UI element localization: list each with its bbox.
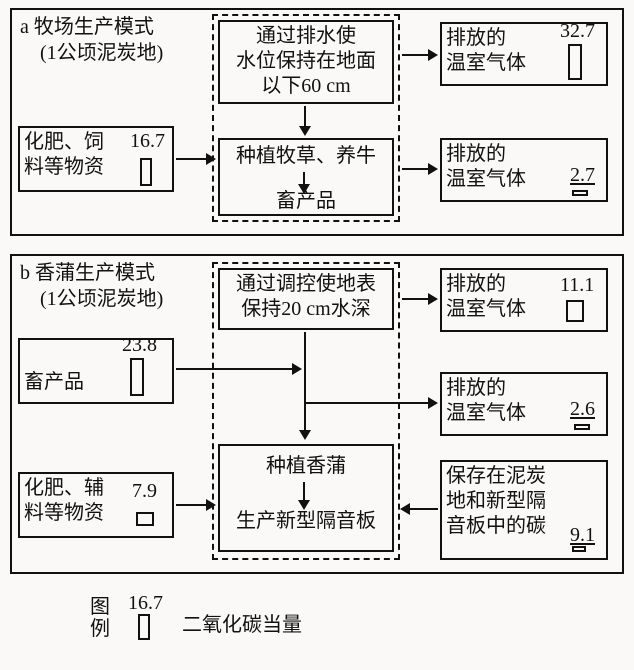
- arrow-carbon-to-board-head: [400, 503, 410, 515]
- panel-b: b 香蒲生产模式 (1公顷泥炭地) 通过调控使地表 保持20 cm水深 种植香蒲…: [10, 254, 624, 574]
- panel-a-box-drain: 通过排水使 水位保持在地面 以下60 cm: [218, 20, 394, 104]
- arrow-input-to-plant: [176, 504, 208, 506]
- legend-value: 16.7: [128, 590, 163, 616]
- arrow-water-to-plant: [304, 332, 306, 432]
- arrow-drain-to-ghg1-head: [428, 49, 438, 61]
- panel-b-ghg2-bar: [574, 424, 590, 430]
- panel-b-plant-text: 种植香蒲: [266, 455, 346, 477]
- panel-b-ghg2-text: 排放的 温室气体: [446, 377, 526, 424]
- arrow-center-to-ghg2-h: [306, 402, 430, 404]
- panel-b-ghg2-value: 2.6: [570, 396, 595, 422]
- panel-a-input-value: 16.7: [130, 128, 165, 154]
- panel-b-ghg1-bar: [566, 300, 584, 322]
- legend-label2: 二氧化碳当量: [182, 612, 302, 638]
- panel-a-title-l2: (1公顷泥炭地): [20, 42, 163, 64]
- arrow-livestock-to-center: [176, 368, 294, 370]
- panel-a-input-bar: [140, 158, 152, 186]
- panel-b-title: b 香蒲生产模式 (1公顷泥炭地): [20, 260, 210, 312]
- panel-b-board-text: 生产新型隔音板: [224, 509, 388, 534]
- panel-b-input-value: 7.9: [132, 478, 157, 504]
- panel-a: a 牧场生产模式 (1公顷泥炭地) 通过排水使 水位保持在地面 以下60 cm …: [10, 8, 624, 236]
- arrow-center-to-ghg2-head: [428, 397, 438, 409]
- panel-b-ghg1-text: 排放的 温室气体: [446, 273, 526, 320]
- panel-b-carbon-text: 保存在泥炭 地和新型隔 音板中的碳: [446, 465, 546, 537]
- panel-a-title-l1: a 牧场生产模式: [20, 16, 154, 38]
- panel-b-livestock-bar: [130, 358, 144, 396]
- panel-a-graze-text: 种植牧草、养牛: [236, 145, 376, 167]
- panel-b-title-l2: (1公顷泥炭地): [20, 288, 163, 310]
- panel-b-box-water: 通过调控使地表 保持20 cm水深: [218, 268, 394, 330]
- legend-bar: [138, 614, 150, 640]
- arrow-water-to-plant-head: [299, 430, 311, 440]
- panel-b-carbon-bar: [572, 546, 586, 552]
- arrow-drain-to-ghg1: [402, 54, 430, 56]
- panel-a-box-graze: 种植牧草、养牛 畜产品: [218, 138, 394, 216]
- arrow-input-to-graze-head: [206, 153, 216, 165]
- panel-a-ghg2-value: 2.7: [570, 162, 595, 188]
- panel-a-ghg2-bar: [572, 190, 588, 196]
- panel-a-ghg2-text: 排放的 温室气体: [446, 143, 526, 190]
- arrow-livestock-to-center-head: [292, 363, 302, 375]
- legend-label-col: 图 例: [90, 596, 110, 640]
- panel-a-ghg1-bar: [568, 44, 582, 80]
- legend-label-l2: 例: [90, 618, 110, 640]
- arrow-carbon-to-board: [410, 508, 438, 510]
- arrow-input-to-plant-head: [206, 499, 216, 511]
- panel-a-input-text: 化肥、饲 料等物资: [24, 131, 104, 178]
- panel-a-ghg1-value: 32.7: [560, 18, 595, 44]
- panel-a-title: a 牧场生产模式 (1公顷泥炭地): [20, 14, 210, 66]
- arrow-graze-to-ghg2-head: [428, 163, 438, 175]
- panel-b-title-l1: b 香蒲生产模式: [20, 262, 155, 284]
- arrow-drain-to-graze: [304, 106, 306, 128]
- arrow-input-to-graze: [176, 158, 208, 160]
- panel-b-box-plant-board: 种植香蒲 生产新型隔音板: [218, 444, 394, 552]
- panel-b-input-text: 化肥、辅 料等物资: [24, 477, 104, 524]
- panel-b-livestock-text: 畜产品: [24, 371, 84, 393]
- panel-a-ghg1-text: 排放的 温室气体: [446, 27, 526, 74]
- panel-b-ghg1-value: 11.1: [560, 272, 594, 298]
- legend-label-l1: 图: [90, 596, 110, 618]
- arrow-water-to-ghg1: [402, 298, 430, 300]
- arrow-drain-to-graze-head: [299, 126, 311, 136]
- arrow-water-to-ghg1-head: [428, 293, 438, 305]
- panel-b-carbon-value: 9.1: [570, 522, 595, 548]
- panel-b-input-bar: [136, 512, 154, 526]
- arrow-graze-to-ghg2: [402, 168, 430, 170]
- panel-b-livestock-value: 23.8: [122, 332, 157, 358]
- legend: 图 例 16.7 二氧化碳当量: [90, 592, 624, 644]
